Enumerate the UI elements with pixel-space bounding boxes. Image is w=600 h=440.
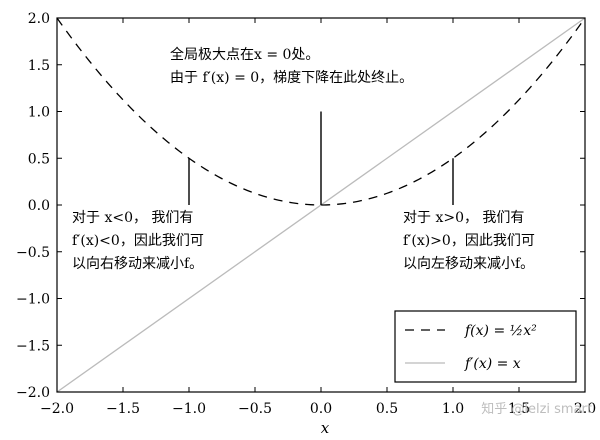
y-tick-label: 1.0: [28, 105, 50, 121]
x-tick-label: 1.5: [508, 401, 530, 417]
annotation-right-line-3: 以向左移动来减小f。: [403, 256, 534, 272]
y-tick-label: −1.0: [16, 292, 50, 308]
annotation-top-line-1: 全局极大点在x = 0处。: [170, 46, 319, 63]
annotation-right-line-2: f′(x)>0，因此我们可: [403, 233, 535, 249]
y-tick-label: −1.5: [16, 338, 50, 354]
legend-box: [394, 310, 577, 383]
annotation-right-line-1: 对于 x>0， 我们有: [403, 210, 524, 226]
series-line-function: [57, 18, 585, 206]
x-tick-label: −0.5: [238, 401, 272, 417]
x-tick-label: 2.0: [574, 401, 596, 417]
annotation-left-line-3: 以向右移动来减小f。: [72, 256, 203, 272]
x-tick-label: −2.0: [40, 401, 74, 417]
x-tick-label: −1.0: [172, 401, 206, 417]
annotation-top-line-2: 由于 f′(x) = 0，梯度下降在此处终止。: [170, 70, 413, 86]
legend-label-series-0: f(x) = ½x²: [464, 323, 537, 339]
y-tick-label: 0.5: [28, 151, 50, 167]
y-tick-label: 1.5: [28, 58, 50, 74]
x-tick-label: 1.0: [442, 401, 464, 417]
watermark: 知乎 @lelzi smart: [481, 401, 592, 417]
legend: f(x) = ½x² f′(x) = x: [394, 310, 577, 383]
y-tick-label: −2.0: [16, 385, 50, 401]
annotation-arrows: [188, 111, 454, 205]
x-tick-label: −1.5: [106, 401, 140, 417]
x-tick-label: 0.5: [376, 401, 398, 417]
x-tick-label: 0.0: [310, 401, 332, 417]
annotation-left-line-2: f′(x)<0，因此我们可: [72, 233, 204, 249]
y-tick-label: 2.0: [28, 11, 50, 27]
legend-label-series-1: f′(x) = x: [464, 356, 521, 372]
x-axis-label: x: [321, 419, 330, 437]
ticks-layer: −2.0 −1.5 −1.0 −0.5 0.0 0.5 1.0 1.5 2.0 −2.0 −1.5 −…: [16, 11, 596, 417]
y-tick-label: −0.5: [16, 245, 50, 261]
y-tick-label: 0.0: [28, 198, 50, 214]
annotation-left-line-1: 对于 x<0， 我们有: [72, 210, 193, 226]
